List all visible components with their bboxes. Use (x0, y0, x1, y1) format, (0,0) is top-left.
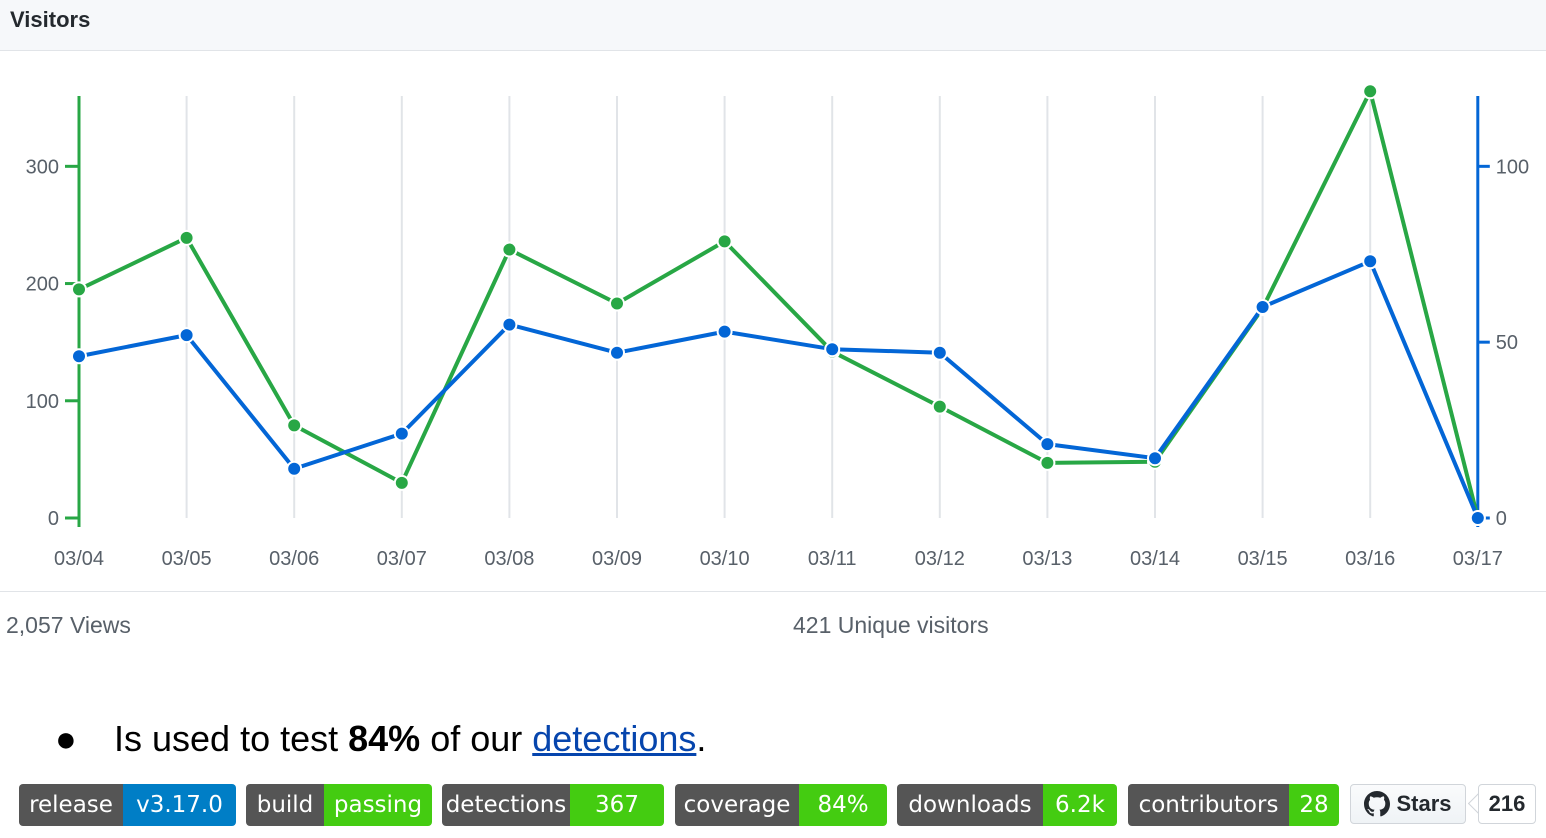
data-point-right (1254, 299, 1271, 315)
badge-label: build (246, 784, 324, 826)
x-tick-label: 03/05 (162, 548, 212, 570)
data-point-right (716, 323, 733, 340)
x-tick-label: 03/06 (269, 548, 319, 570)
data-point-right (286, 460, 303, 477)
badge-value: 6.2k (1043, 784, 1117, 826)
x-tick-label: 03/13 (1022, 548, 1072, 570)
x-tick-label: 03/11 (808, 548, 857, 570)
data-point-left (931, 398, 948, 415)
x-tick-label: 03/15 (1238, 548, 1288, 570)
x-tick-label: 03/16 (1345, 548, 1395, 570)
left-tick-label: 0 (48, 508, 59, 530)
x-tick-label: 03/07 (377, 548, 427, 570)
left-tick-label: 100 (26, 391, 59, 413)
x-tick-label: 03/09 (592, 548, 642, 570)
visitors-chart: 0 100 200 300 0 50 100 03/04 03/05 03/06 03/07 03/0… (26, 83, 1529, 570)
stars-label: Stars (1396, 791, 1452, 816)
data-point-right (931, 344, 948, 361)
data-point-right (501, 316, 518, 333)
badge-label: coverage (675, 784, 799, 826)
data-point-right (1362, 253, 1379, 270)
data-point-right (824, 341, 841, 358)
x-tick-label: 03/08 (484, 548, 534, 570)
downloads-badge[interactable]: downloads 6.2k (897, 784, 1117, 826)
badge-label: contributors (1128, 784, 1289, 826)
x-tick-label: 03/12 (915, 548, 965, 570)
coverage-sentence: Is used to test 84% of our detections. (114, 718, 706, 760)
divider (0, 591, 1546, 592)
detections-badge[interactable]: detections 367 (442, 784, 664, 826)
badge-value: v3.17.0 (123, 784, 236, 826)
right-tick-label: 0 (1496, 508, 1507, 530)
sentence-middle: of our (420, 718, 533, 759)
views-count: 2,057 Views (6, 612, 131, 638)
data-point-left (393, 474, 410, 491)
data-point-right (1147, 450, 1163, 467)
badge-label: detections (442, 784, 570, 826)
badge-value: 367 (570, 784, 664, 826)
x-tick-label: 03/14 (1130, 548, 1180, 570)
contributors-badge[interactable]: contributors 28 (1128, 784, 1339, 826)
left-tick-label: 200 (26, 274, 59, 296)
github-stars-button[interactable]: Stars (1350, 784, 1466, 824)
bullet-icon: ● (55, 718, 77, 759)
data-point-left (178, 229, 195, 246)
header-title: Visitors (10, 7, 91, 32)
data-point-left (716, 233, 733, 250)
detections-link[interactable]: detections (532, 718, 697, 759)
data-point-left (501, 241, 518, 258)
data-point-right (1039, 436, 1056, 453)
right-tick-label: 100 (1496, 156, 1529, 178)
sentence-prefix: Is used to test (114, 718, 349, 759)
badge-value: 84% (799, 784, 887, 826)
unique-visitors-count: 421 Unique visitors (793, 612, 989, 638)
data-point-right (178, 327, 195, 344)
badge-row: release v3.17.0 build passing detections… (0, 784, 1546, 826)
badge-value: 28 (1289, 784, 1339, 826)
build-badge[interactable]: build passing (246, 784, 432, 826)
data-point-left (609, 295, 625, 312)
badge-label: downloads (897, 784, 1043, 826)
visitors-header: Visitors (0, 0, 1546, 51)
badge-label: release (19, 784, 123, 826)
data-point-left (1039, 454, 1056, 471)
badge-value: passing (324, 784, 432, 826)
sentence-bold: 84% (348, 718, 421, 759)
github-icon (1364, 791, 1391, 817)
left-tick-label: 300 (26, 156, 59, 178)
data-point-right (1469, 510, 1486, 526)
x-tick-label: 03/04 (54, 548, 104, 570)
x-tick-label: 03/17 (1453, 548, 1503, 570)
coverage-badge[interactable]: coverage 84% (675, 784, 887, 826)
stars-count[interactable]: 216 (1478, 784, 1536, 824)
release-badge[interactable]: release v3.17.0 (19, 784, 236, 826)
data-point-left (1362, 83, 1379, 100)
x-tick-label: 03/10 (700, 548, 750, 570)
data-point-right (609, 344, 625, 361)
data-point-right (393, 425, 410, 442)
sentence-suffix: . (696, 718, 707, 759)
data-point-left (286, 417, 303, 434)
series-line-right (78, 259, 1480, 519)
right-tick-label: 50 (1496, 332, 1518, 354)
data-point-right (71, 348, 87, 365)
data-point-left (71, 281, 87, 298)
